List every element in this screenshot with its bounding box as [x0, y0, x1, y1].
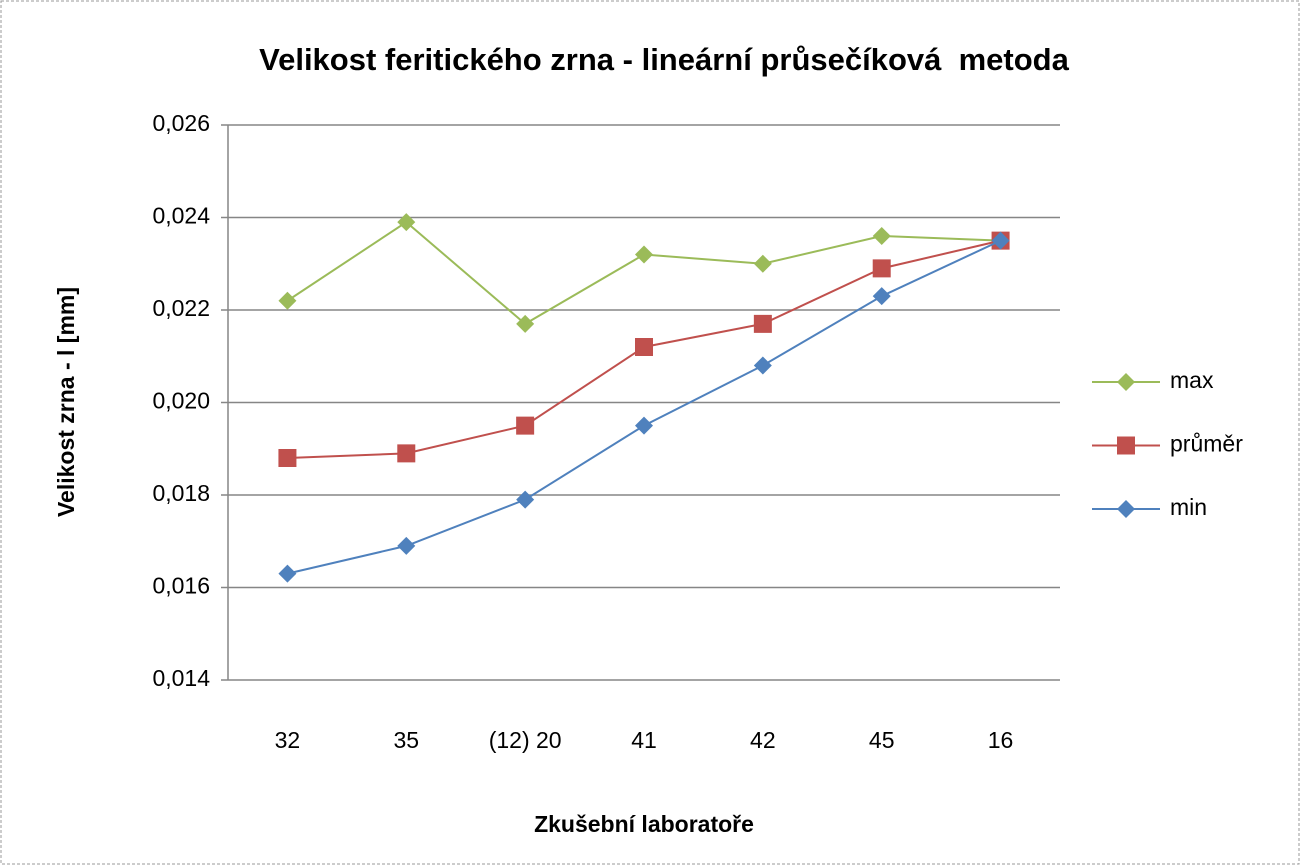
x-tick-label: 35 — [393, 727, 419, 753]
marker — [872, 227, 891, 245]
legend-label: max — [1170, 367, 1214, 393]
y-tick-label: 0,016 — [152, 573, 210, 599]
x-axis-label: Zkušební laboratoře — [534, 811, 754, 837]
marker — [753, 356, 772, 375]
marker — [1117, 500, 1135, 518]
marker — [1117, 373, 1135, 391]
marker — [278, 449, 297, 467]
x-tick-label: 45 — [869, 727, 895, 753]
y-tick-label: 0,020 — [152, 388, 210, 414]
y-tick-label: 0,022 — [152, 295, 210, 321]
y-tick-label: 0,026 — [152, 110, 210, 136]
legend-label: průměr — [1170, 431, 1243, 457]
marker — [753, 254, 772, 273]
marker — [1117, 436, 1135, 455]
y-axis-label: Velikost zrna - l [mm] — [53, 287, 79, 517]
y-tick-label: 0,024 — [152, 203, 210, 229]
y-tick-label: 0,018 — [152, 480, 210, 506]
marker — [397, 536, 416, 555]
x-tick-label: 16 — [988, 727, 1014, 753]
marker — [397, 444, 416, 463]
marker — [872, 259, 891, 278]
marker — [635, 416, 653, 435]
x-tick-label: 41 — [631, 727, 657, 753]
marker — [516, 416, 535, 435]
marker — [278, 564, 297, 583]
x-tick-label: 32 — [275, 727, 301, 753]
marker — [516, 314, 535, 333]
marker — [872, 287, 891, 306]
chart-title: Velikost feritického zrna - lineární prů… — [259, 42, 1069, 77]
x-tick-label: 42 — [750, 727, 776, 753]
y-tick-label: 0,014 — [152, 665, 210, 691]
x-tick-label: (12) 20 — [489, 727, 562, 753]
marker — [278, 291, 297, 310]
marker — [635, 245, 653, 264]
legend-label: min — [1170, 494, 1207, 520]
marker — [516, 490, 535, 509]
marker — [397, 213, 416, 232]
marker — [635, 338, 653, 356]
marker — [753, 314, 772, 333]
marker — [991, 231, 1010, 250]
